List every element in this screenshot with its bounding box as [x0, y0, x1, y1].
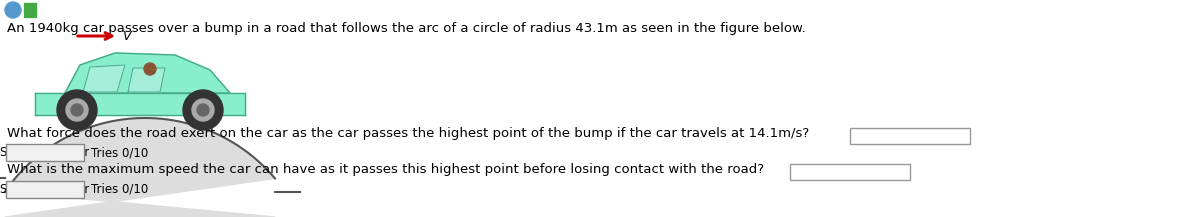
Circle shape [71, 104, 83, 116]
Text: An 1940kg car passes over a bump in a road that follows the arc of a circle of r: An 1940kg car passes over a bump in a ro… [7, 22, 805, 35]
FancyBboxPatch shape [790, 164, 910, 180]
Circle shape [144, 63, 156, 75]
Circle shape [5, 2, 22, 18]
FancyBboxPatch shape [6, 144, 84, 161]
FancyBboxPatch shape [23, 2, 37, 18]
Text: Tries 0/10: Tries 0/10 [91, 183, 149, 196]
Circle shape [58, 90, 97, 130]
FancyBboxPatch shape [6, 181, 84, 198]
Polygon shape [5, 118, 275, 217]
Text: What force does the road exert on the car as the car passes the highest point of: What force does the road exert on the ca… [7, 127, 809, 140]
Polygon shape [35, 93, 245, 115]
Text: Submit Answer: Submit Answer [0, 183, 90, 196]
Circle shape [182, 90, 223, 130]
Polygon shape [83, 65, 125, 92]
FancyBboxPatch shape [850, 128, 970, 144]
Text: Submit Answer: Submit Answer [0, 146, 90, 159]
Circle shape [197, 104, 209, 116]
Polygon shape [128, 68, 166, 92]
Circle shape [192, 99, 214, 121]
Circle shape [66, 99, 88, 121]
Polygon shape [65, 53, 230, 93]
Text: What is the maximum speed the car can have as it passes this highest point befor: What is the maximum speed the car can ha… [7, 163, 764, 176]
Text: Tries 0/10: Tries 0/10 [91, 146, 149, 159]
Text: V: V [122, 30, 131, 43]
